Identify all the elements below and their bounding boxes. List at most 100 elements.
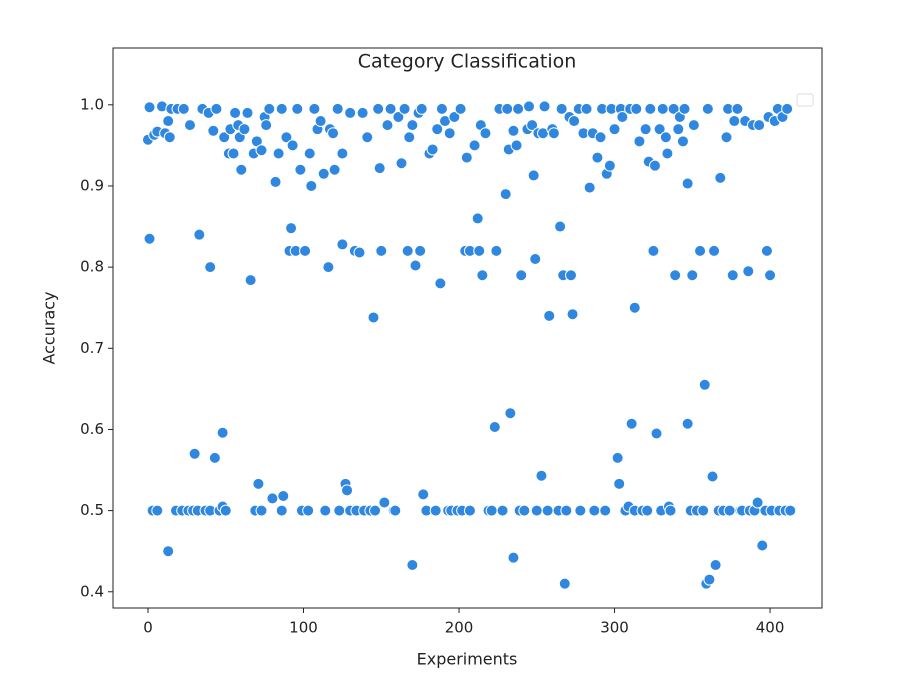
point — [177, 102, 190, 115]
x-axis-label: Experiments — [417, 650, 518, 669]
point — [672, 123, 685, 136]
point — [527, 169, 540, 182]
y-tick-label: 1.0 — [80, 95, 104, 113]
point — [389, 504, 402, 517]
point — [714, 171, 727, 184]
point — [314, 115, 327, 128]
point — [554, 220, 567, 233]
point — [555, 102, 568, 115]
point — [344, 106, 357, 119]
point — [193, 228, 206, 241]
point — [229, 106, 242, 119]
point — [588, 504, 601, 517]
point — [372, 102, 385, 115]
x-tick-label: 100 — [289, 619, 318, 637]
point — [331, 102, 344, 115]
y-tick-label: 0.7 — [80, 339, 104, 357]
point — [681, 177, 694, 190]
point — [656, 102, 669, 115]
point — [322, 261, 335, 274]
point — [706, 470, 719, 483]
point — [535, 469, 548, 482]
point — [580, 102, 593, 115]
point — [496, 504, 509, 517]
point — [485, 504, 498, 517]
point — [454, 102, 467, 115]
point — [216, 426, 229, 439]
point — [633, 135, 646, 148]
point — [414, 244, 427, 257]
point — [333, 504, 346, 517]
point — [512, 102, 525, 115]
point — [163, 131, 176, 144]
point — [435, 102, 448, 115]
point — [708, 244, 721, 257]
point — [426, 143, 439, 156]
point — [639, 123, 652, 136]
point — [353, 246, 366, 259]
point — [406, 119, 419, 132]
point — [210, 102, 223, 115]
chart-title: Category Classification — [358, 51, 577, 73]
point — [143, 232, 156, 245]
point — [361, 131, 374, 144]
point — [373, 162, 386, 175]
point — [188, 447, 201, 460]
point — [227, 147, 240, 160]
point — [543, 309, 556, 322]
y-tick-label: 0.4 — [80, 582, 104, 600]
point — [760, 244, 773, 257]
point — [252, 477, 265, 490]
point — [208, 451, 221, 464]
point — [676, 135, 689, 148]
point — [694, 244, 707, 257]
point — [275, 504, 288, 517]
point — [317, 167, 330, 180]
point — [659, 131, 672, 144]
point — [568, 115, 581, 128]
y-tick-label: 0.9 — [80, 176, 104, 194]
point — [564, 269, 577, 282]
point — [726, 269, 739, 282]
point — [574, 504, 587, 517]
point — [219, 504, 232, 517]
point — [507, 551, 520, 564]
point — [697, 504, 710, 517]
point — [204, 261, 217, 274]
point — [260, 119, 273, 132]
point — [523, 100, 536, 113]
point — [566, 308, 579, 321]
point — [308, 102, 321, 115]
point — [756, 539, 769, 552]
point — [434, 277, 447, 290]
point — [742, 265, 755, 278]
x-tick-label: 0 — [143, 619, 153, 637]
point — [644, 102, 657, 115]
point — [367, 311, 380, 324]
point — [403, 131, 416, 144]
point — [183, 119, 196, 132]
point — [375, 244, 388, 257]
point — [488, 421, 501, 434]
y-tick-label: 0.8 — [80, 258, 104, 276]
point — [463, 504, 476, 517]
point — [669, 269, 682, 282]
point — [299, 244, 312, 257]
point — [369, 504, 382, 517]
point — [650, 427, 663, 440]
point — [681, 417, 694, 430]
point — [291, 102, 304, 115]
point — [241, 106, 254, 119]
point — [630, 102, 643, 115]
plot-frame — [112, 47, 823, 609]
point — [143, 101, 156, 114]
point — [244, 274, 257, 287]
point — [709, 558, 722, 571]
point — [611, 451, 624, 464]
point — [515, 269, 528, 282]
point — [479, 127, 492, 140]
point — [384, 102, 397, 115]
point — [238, 123, 251, 136]
point — [529, 253, 542, 266]
